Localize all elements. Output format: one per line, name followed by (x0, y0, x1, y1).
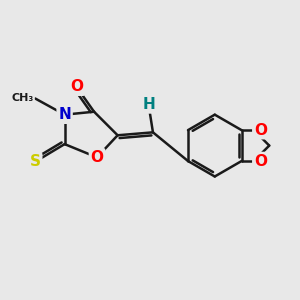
Text: O: O (70, 79, 83, 94)
Text: O: O (254, 123, 267, 138)
Text: S: S (30, 154, 41, 169)
Text: CH₃: CH₃ (11, 94, 34, 103)
Text: O: O (254, 154, 267, 169)
Text: N: N (58, 107, 71, 122)
Text: O: O (91, 150, 103, 165)
Text: H: H (142, 97, 155, 112)
